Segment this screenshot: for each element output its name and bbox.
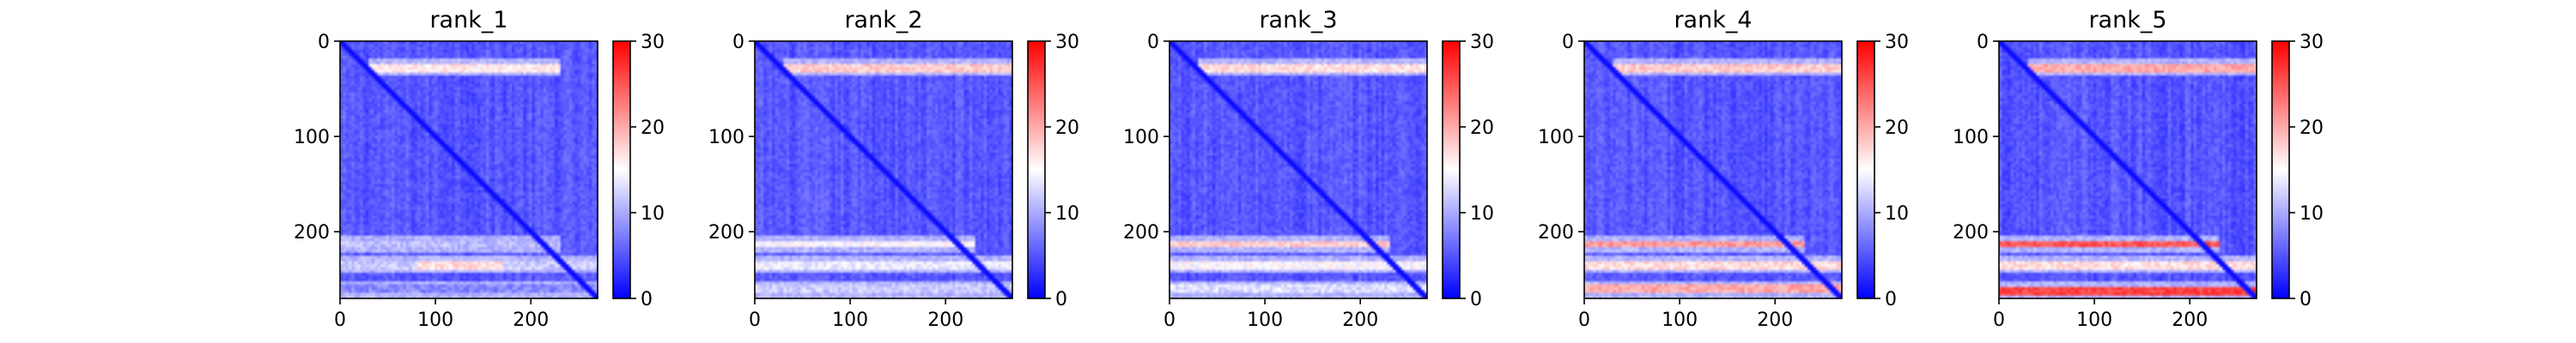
y-tick-label: 200: [1953, 222, 1989, 244]
plot-frame: [1583, 40, 1843, 299]
y-tick-label: 100: [1538, 127, 1574, 148]
colorbar-tick-label: 30: [1470, 32, 1494, 53]
colorbar-tick-label: 20: [1470, 117, 1494, 139]
heatmap-cells: [340, 41, 598, 298]
y-tick-label: 100: [1953, 127, 1989, 148]
colorbar-tick-label: 30: [641, 32, 665, 53]
chart-title: rank_3: [1259, 7, 1337, 33]
y-tick-label: 200: [294, 222, 330, 244]
y-tick-label: 100: [708, 127, 744, 148]
x-tick-label: 100: [1662, 310, 1698, 331]
colorbar-tick-label: 10: [2300, 203, 2324, 225]
y-tick-label: 0: [732, 32, 744, 53]
chart-title: rank_5: [2088, 7, 2166, 33]
heatmap-panel-4: rank_4 0 100 200 0 100 200 0 10 20 30: [1538, 7, 1909, 331]
y-tick-label: 100: [1123, 127, 1159, 148]
heatmap-cells: [1170, 41, 1427, 298]
x-tick-label: 200: [513, 310, 549, 331]
plot-frame: [339, 40, 598, 299]
x-tick-label: 200: [1757, 310, 1793, 331]
x-tick-label: 100: [2076, 310, 2112, 331]
x-tick-label: 0: [1163, 310, 1176, 331]
heatmap-cells: [1999, 41, 2257, 298]
colorbar-tick-label: 0: [2300, 289, 2312, 310]
y-tick-label: 200: [1123, 222, 1159, 244]
plot-frame: [754, 40, 1013, 299]
x-tick-label: 0: [334, 310, 346, 331]
colorbar-frame: [1027, 40, 1046, 299]
heatmap-cells: [755, 41, 1012, 298]
heatmap-panel-1: rank_1 0 100 200 0 100 200 0 10 20 30: [294, 7, 665, 331]
x-tick-label: 100: [417, 310, 453, 331]
chart-title: rank_4: [1674, 7, 1752, 33]
x-tick-label: 0: [749, 310, 761, 331]
y-tick-label: 200: [1538, 222, 1574, 244]
x-tick-label: 200: [1342, 310, 1378, 331]
colorbar-tick-label: 20: [1055, 117, 1079, 139]
heatmap-panel-3: rank_3 0 100 200 0 100 200 0 10 20 30: [1123, 7, 1494, 331]
y-tick-label: 0: [1147, 32, 1159, 53]
y-tick-label: 200: [708, 222, 744, 244]
colorbar-tick-label: 10: [1885, 203, 1909, 225]
plot-frame: [1998, 40, 2257, 299]
y-tick-label: 0: [318, 32, 330, 53]
colorbar-tick-label: 10: [1470, 203, 1494, 225]
colorbar: [613, 41, 630, 298]
colorbar-tick-label: 20: [2300, 117, 2324, 139]
colorbar-frame: [612, 40, 631, 299]
plot-frame: [1169, 40, 1428, 299]
chart-title: rank_1: [429, 7, 507, 33]
x-tick-label: 0: [1578, 310, 1590, 331]
colorbar-tick-label: 0: [641, 289, 653, 310]
y-tick-label: 100: [294, 127, 330, 148]
colorbar-tick-label: 0: [1470, 289, 1482, 310]
colorbar-tick-label: 20: [641, 117, 665, 139]
colorbar: [2272, 41, 2289, 298]
heatmap-cells: [1584, 41, 1842, 298]
colorbar-tick-label: 30: [1055, 32, 1079, 53]
colorbar: [1857, 41, 1874, 298]
colorbar-frame: [1442, 40, 1461, 299]
x-tick-label: 100: [1247, 310, 1283, 331]
colorbar: [1028, 41, 1045, 298]
x-tick-label: 100: [832, 310, 868, 331]
heatmap-panel-2: rank_2 0 100 200 0 100 200 0 10 20 30: [708, 7, 1079, 331]
colorbar-tick-label: 10: [641, 203, 665, 225]
colorbar: [1443, 41, 1460, 298]
colorbar-frame: [2271, 40, 2290, 299]
x-tick-label: 0: [1993, 310, 2005, 331]
colorbar-tick-label: 0: [1055, 289, 1067, 310]
y-tick-label: 0: [1977, 32, 1989, 53]
colorbar-tick-label: 30: [1885, 32, 1909, 53]
x-tick-label: 200: [927, 310, 963, 331]
colorbar-tick-label: 20: [1885, 117, 1909, 139]
x-tick-label: 200: [2172, 310, 2208, 331]
heatmap-panel-5: rank_5 0 100 200 0 100 200 0 10 20 30: [1953, 7, 2324, 331]
colorbar-tick-label: 30: [2300, 32, 2324, 53]
y-tick-label: 0: [1562, 32, 1574, 53]
colorbar-tick-label: 10: [1055, 203, 1079, 225]
chart-title: rank_2: [844, 7, 922, 33]
colorbar-frame: [1856, 40, 1875, 299]
colorbar-tick-label: 0: [1885, 289, 1897, 310]
